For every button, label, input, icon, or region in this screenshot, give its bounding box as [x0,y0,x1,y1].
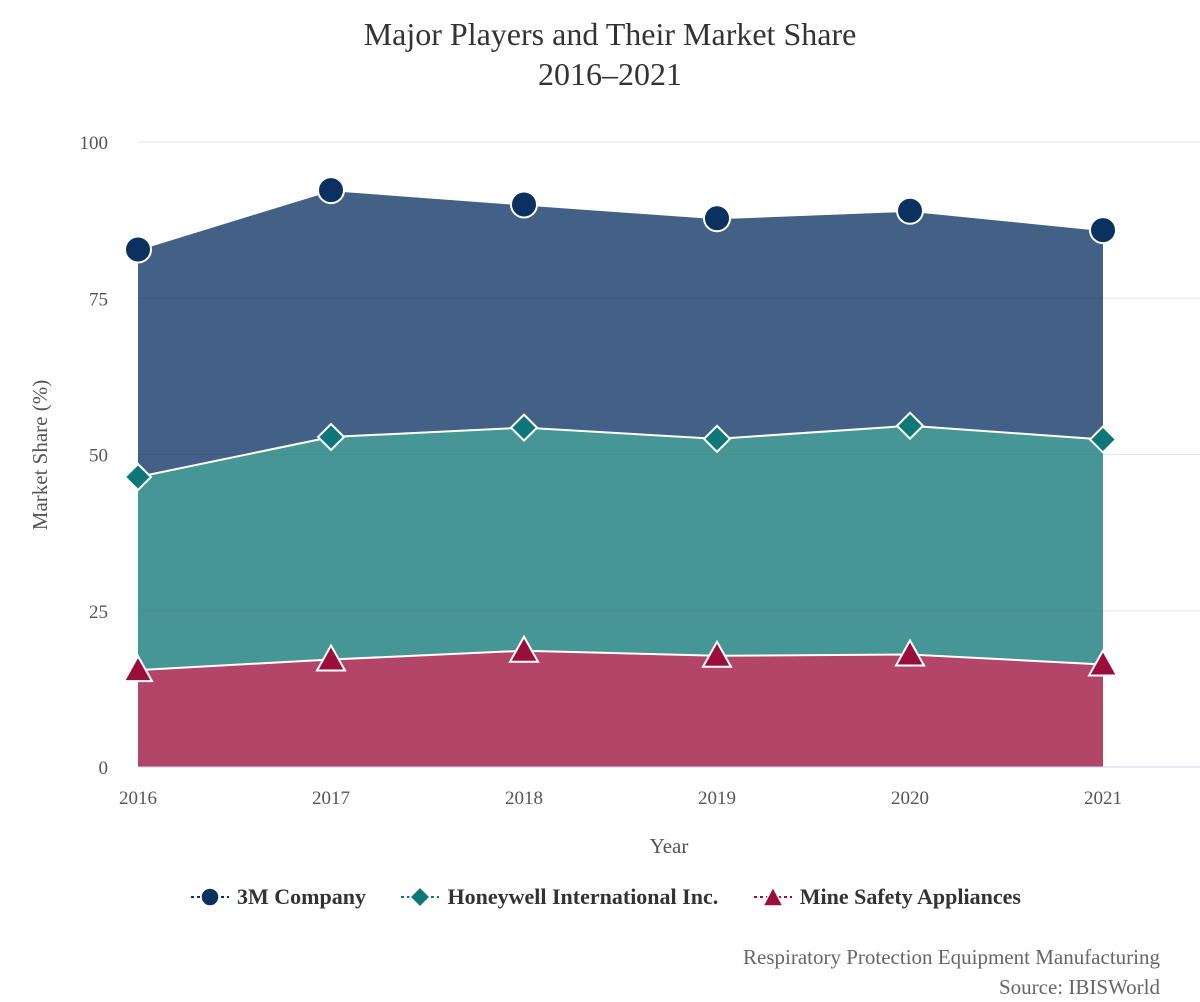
legend-item-honeywell[interactable]: Honeywell International Inc. [399,884,718,910]
credits: Respiratory Protection Equipment Manufac… [743,942,1160,1002]
area-series-0 [138,650,1103,767]
y-tick-label: 50 [89,446,108,467]
data-point[interactable] [124,235,152,264]
y-axis-title: Market Share (%) [28,380,52,530]
legend-circle-icon [191,887,230,907]
credits-line-2: Source: IBISWorld [998,975,1160,999]
data-point[interactable] [510,190,538,219]
data-point[interactable] [122,654,154,683]
x-tick-label: 2019 [698,788,736,809]
data-point[interactable] [895,411,925,441]
data-point[interactable] [896,196,924,225]
legend-item-3m[interactable]: 3M Company [189,884,366,910]
y-tick-label: 0 [99,758,109,779]
series-line-1 [137,424,1104,478]
data-point[interactable] [123,462,153,492]
chart-title-line-2: 2016–2021 [538,56,682,92]
series-line-2 [137,189,1104,251]
y-tick-label: 25 [89,602,108,623]
x-tick-label: 2020 [891,788,929,809]
data-point[interactable] [703,204,731,233]
x-tick-label: 2018 [505,788,543,809]
legend-item-msa[interactable]: Mine Safety Appliances [752,884,1021,910]
area-series-1 [138,425,1103,671]
data-point[interactable] [702,424,732,454]
legend-label-msa: Mine Safety Appliances [799,884,1021,909]
chart-title: Major Players and Their Market Share 201… [0,14,1200,94]
data-point[interactable] [701,639,733,668]
data-point[interactable] [316,422,346,452]
data-point[interactable] [1087,648,1119,677]
legend-label-honeywell: Honeywell International Inc. [447,884,719,909]
area-series-2 [138,190,1103,477]
legend-diamond-icon [401,885,440,909]
series-line-0 [137,649,1104,672]
chart-title-line-1: Major Players and Their Market Share [363,16,857,52]
legend-triangle-icon [753,885,792,907]
data-point[interactable] [508,634,540,663]
x-tick-label: 2021 [1084,788,1122,809]
chart-plot: 0 25 50 75 100 2016 2017 2018 2019 2020 2021 Year Ma… [28,133,1200,858]
data-point[interactable] [1088,425,1118,454]
legend: 3M Company Honeywell International Inc. … [0,884,1200,915]
legend-label-3m: 3M Company [237,884,366,909]
x-tick-label: 2017 [312,788,350,809]
data-point[interactable] [317,176,345,205]
x-tick-label: 2016 [119,788,157,809]
data-point[interactable] [894,638,926,667]
data-point[interactable] [509,413,539,443]
y-tick-label: 75 [89,289,108,310]
data-point[interactable] [315,643,347,672]
y-tick-label: 100 [80,133,109,154]
x-axis-title: Year [650,834,689,858]
credits-line-1: Respiratory Protection Equipment Manufac… [743,945,1160,969]
data-point[interactable] [1089,216,1117,245]
